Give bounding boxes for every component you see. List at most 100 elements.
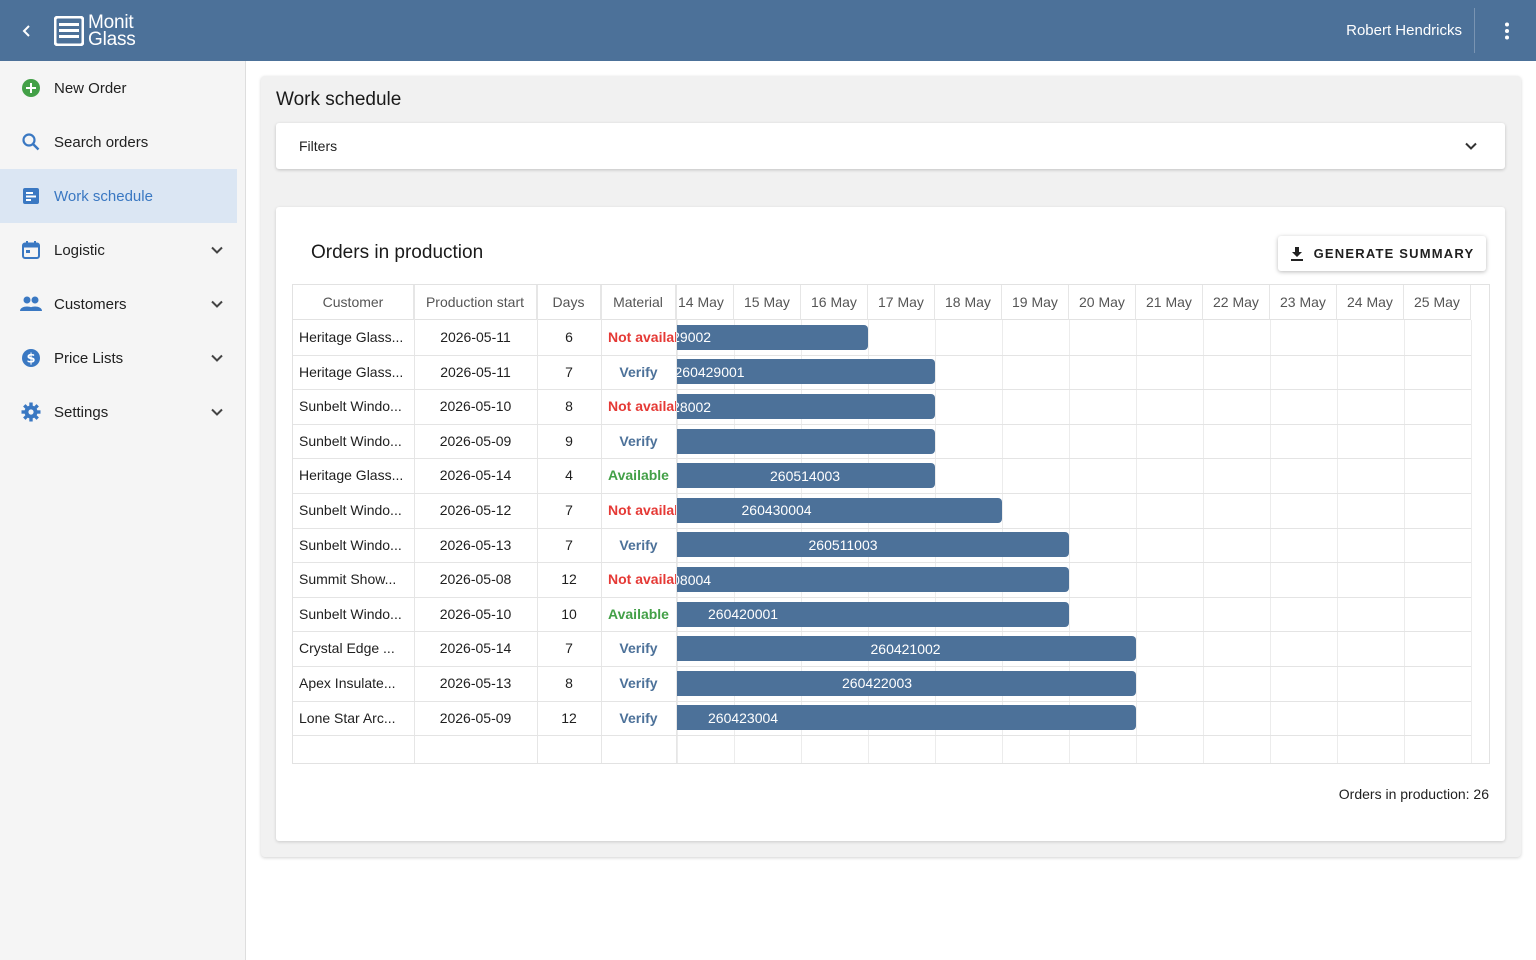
date-header: 18 May <box>935 285 1002 320</box>
cell-customer[interactable]: Heritage Glass... <box>299 467 404 484</box>
orders-title: Orders in production <box>311 242 484 263</box>
sidebar-item-label: Settings <box>54 403 109 421</box>
bar-order-number: 260428002 <box>677 398 712 415</box>
cell-days: 7 <box>565 640 573 657</box>
date-header: 22 May <box>1203 285 1270 320</box>
row-divider <box>293 631 1471 633</box>
chevron-down-icon <box>211 300 223 308</box>
row-divider <box>293 389 1471 391</box>
bar-order-number: 260408004 <box>677 571 712 588</box>
back-button[interactable] <box>0 0 54 61</box>
production-bar[interactable]: 260514003 <box>677 463 935 489</box>
cell-customer[interactable]: Sunbelt Windo... <box>299 398 402 415</box>
cell-material-status[interactable]: Not available <box>608 502 676 518</box>
bar-order-number: 260423004 <box>708 709 779 726</box>
user-name[interactable]: Robert Hendricks <box>1346 22 1462 39</box>
cell-days: 6 <box>565 329 573 345</box>
row-divider <box>293 354 1471 356</box>
cell-material-status[interactable]: Not available <box>608 398 676 415</box>
column-header-days[interactable]: Days <box>537 285 601 320</box>
generate-summary-button[interactable]: GENERATE SUMMARY <box>1278 236 1486 271</box>
day-gridline <box>1069 320 1070 763</box>
sidebar-item-search-orders[interactable]: Search orders <box>0 115 237 169</box>
top-divider <box>1474 8 1475 53</box>
date-header: 25 May <box>1404 285 1471 320</box>
cell-material-status[interactable]: Verify <box>619 640 658 657</box>
cell-customer[interactable]: Heritage Glass... <box>299 329 404 345</box>
sidebar-item-logistic[interactable]: Logistic <box>0 223 237 277</box>
column-divider <box>537 285 538 763</box>
sidebar-item-label: Work schedule <box>54 187 153 205</box>
chevron-left-icon <box>22 24 30 37</box>
sidebar-item-new-order[interactable]: New Order <box>0 61 237 115</box>
cell-material-status[interactable]: Available <box>608 467 669 484</box>
sidebar-item-work-schedule[interactable]: Work schedule <box>0 169 237 223</box>
download-icon <box>1290 246 1303 261</box>
cell-material-status[interactable]: Verify <box>619 536 658 553</box>
sidebar-item-label: Search orders <box>54 133 149 151</box>
cell-customer[interactable]: Sunbelt Windo... <box>299 536 402 553</box>
cell-material-status[interactable]: Available <box>608 605 669 622</box>
cell-customer[interactable]: Summit Show... <box>299 571 397 588</box>
production-bar[interactable]: 260421002 <box>677 636 1136 662</box>
cell-production-start: 2026-05-09 <box>439 709 512 726</box>
orders-count: Orders in production: 26 <box>1338 786 1489 802</box>
cell-material-status[interactable]: Verify <box>619 709 658 726</box>
production-bar[interactable] <box>677 428 935 454</box>
filters-label: Filters <box>299 138 338 154</box>
date-header: 14 May <box>677 285 734 320</box>
column-divider <box>414 285 415 763</box>
cell-customer[interactable]: Sunbelt Windo... <box>299 432 402 449</box>
cell-material-status[interactable]: Verify <box>619 675 658 691</box>
cell-customer[interactable]: Sunbelt Windo... <box>299 605 402 622</box>
cell-material-status[interactable]: Not available <box>608 329 676 345</box>
svg-text:$: $ <box>26 352 35 367</box>
production-bar[interactable]: 260429002 <box>677 324 868 350</box>
sidebar-item-label: Logistic <box>54 241 105 259</box>
date-header: 15 May <box>734 285 801 320</box>
production-bar[interactable]: 260420001 <box>677 601 1069 627</box>
bar-order-number: 260421002 <box>870 640 941 657</box>
calendar-icon <box>20 239 42 261</box>
production-bar[interactable]: 260428002 <box>677 394 935 419</box>
cell-material-status[interactable]: Verify <box>619 432 658 449</box>
bar-order-number: 260429002 <box>677 329 712 346</box>
cell-customer[interactable]: Heritage Glass... <box>299 363 404 380</box>
logo-line-2: Glass <box>88 28 136 50</box>
cell-production-start: 2026-05-11 <box>440 329 511 345</box>
cell-days: 9 <box>565 432 573 449</box>
sidebar-item-customers[interactable]: Customers <box>0 277 237 331</box>
date-header: 23 May <box>1270 285 1337 320</box>
chevron-down-icon <box>211 408 223 416</box>
cell-days: 7 <box>565 536 573 553</box>
production-bar[interactable]: 260511003 <box>677 532 1069 558</box>
cell-production-start: 2026-05-13 <box>439 536 512 553</box>
sidebar-item-price-lists[interactable]: $ Price Lists <box>0 331 237 385</box>
filters-expander[interactable]: Filters <box>276 123 1505 169</box>
date-header: 20 May <box>1069 285 1136 320</box>
column-header-start[interactable]: Production start <box>414 285 537 320</box>
production-bar[interactable]: 260408004 <box>677 567 1069 592</box>
cell-customer[interactable]: Crystal Edge ... <box>299 640 395 657</box>
sidebar-item-settings[interactable]: Settings <box>0 385 237 439</box>
column-header-material[interactable]: Material <box>601 285 676 320</box>
production-bar[interactable]: 260429001 <box>677 359 935 385</box>
production-bar[interactable]: 260422003 <box>677 670 1136 696</box>
app-logo[interactable]: Monit Glass <box>53 0 136 61</box>
production-bar[interactable]: 260430004 <box>677 497 1002 523</box>
cell-customer[interactable]: Lone Star Arc... <box>299 709 396 726</box>
cell-days: 12 <box>561 571 577 588</box>
dollar-icon: $ <box>20 347 42 369</box>
day-gridline <box>1136 320 1137 763</box>
cell-customer[interactable]: Apex Insulate... <box>299 675 396 691</box>
logo-line-1: Monit <box>88 11 134 33</box>
cell-days: 7 <box>565 502 573 518</box>
more-menu-button[interactable] <box>1492 16 1522 46</box>
cell-material-status[interactable]: Not available <box>608 571 676 588</box>
production-bar[interactable]: 260423004 <box>677 705 1136 731</box>
row-divider <box>293 527 1471 529</box>
cell-material-status[interactable]: Verify <box>619 363 658 380</box>
column-header-customer[interactable]: Customer <box>293 285 414 320</box>
cell-customer[interactable]: Sunbelt Windo... <box>299 502 402 518</box>
work-schedule-panel: Work schedule Filters Orders in producti… <box>261 76 1521 857</box>
